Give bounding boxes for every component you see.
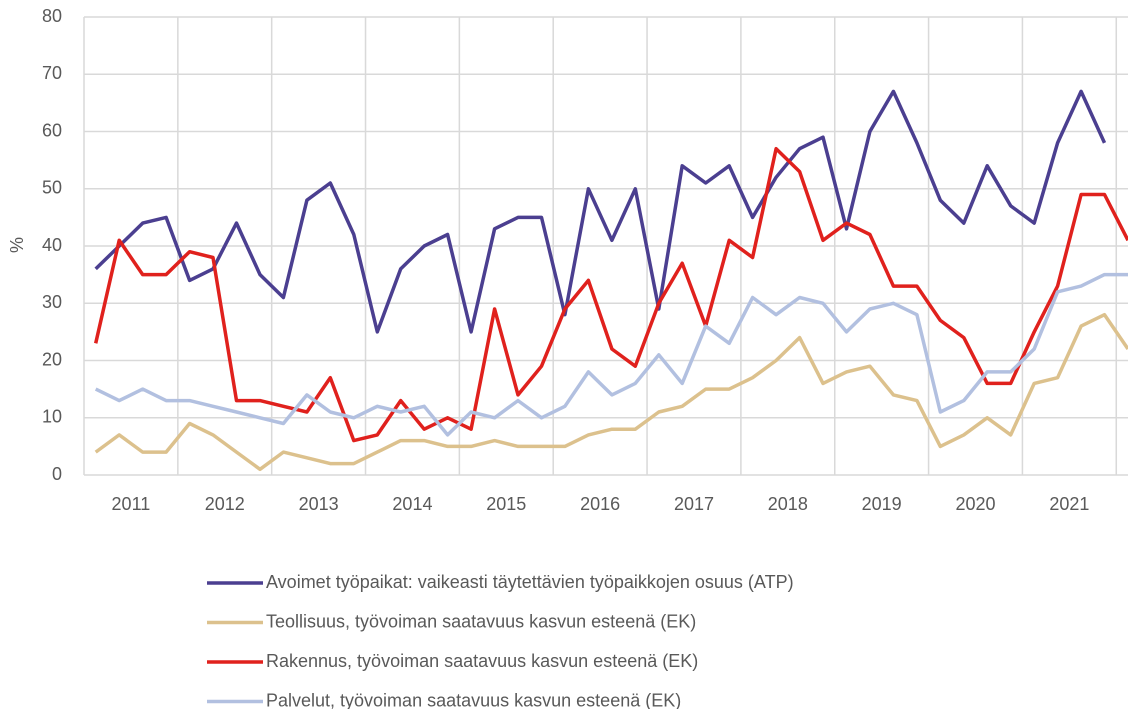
- x-tick-label: 2019: [862, 494, 902, 514]
- y-tick-label: 0: [52, 464, 62, 484]
- y-tick-label: 50: [42, 178, 62, 198]
- y-axis-label: %: [7, 237, 27, 253]
- x-tick-label: 2017: [674, 494, 714, 514]
- series-line: [94, 272, 1128, 437]
- y-tick-label: 10: [42, 407, 62, 427]
- legend-label: Avoimet työpaikat: vaikeasti täytettävie…: [266, 572, 794, 592]
- y-tick-label: 30: [42, 292, 62, 312]
- x-tick-label: 2018: [768, 494, 808, 514]
- x-tick-label: 2016: [580, 494, 620, 514]
- x-tick-label: 2013: [299, 494, 339, 514]
- y-tick-label: 80: [42, 6, 62, 26]
- series-line: [94, 312, 1128, 472]
- y-tick-label: 60: [42, 120, 62, 140]
- legend-label: Palvelut, työvoiman saatavuus kasvun est…: [266, 690, 681, 709]
- series-line: [94, 89, 1107, 334]
- x-tick-label: 2012: [205, 494, 245, 514]
- y-tick-label: 70: [42, 63, 62, 83]
- y-tick-label: 40: [42, 235, 62, 255]
- x-tick-label: 2014: [392, 494, 432, 514]
- legend-label: Teollisuus, työvoiman saatavuus kasvun e…: [266, 611, 696, 631]
- x-tick-label: 2015: [486, 494, 526, 514]
- x-tick-label: 2011: [112, 494, 151, 514]
- x-tick-label: 2020: [955, 494, 995, 514]
- y-tick-label: 20: [42, 349, 62, 369]
- legend-label: Rakennus, työvoiman saatavuus kasvun est…: [266, 651, 698, 671]
- series-line: [93, 146, 1128, 443]
- x-tick-label: 2021: [1049, 494, 1089, 514]
